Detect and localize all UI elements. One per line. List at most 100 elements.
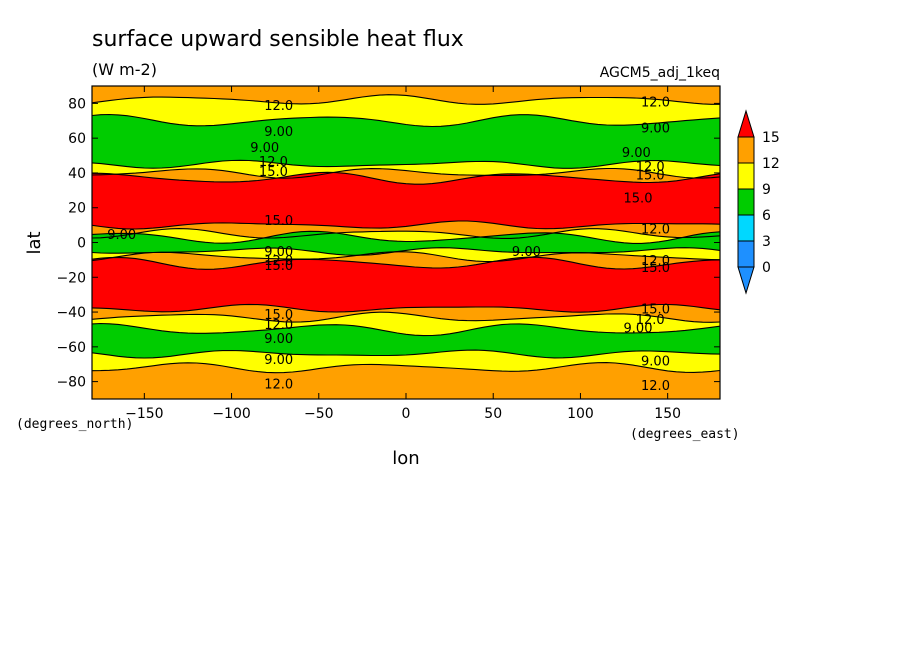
contour-band-9 <box>92 350 720 373</box>
y-tick-label: 0 <box>77 236 86 252</box>
contour-label: 9.00 <box>641 355 670 370</box>
contour-label: 9.00 <box>622 146 651 161</box>
x-tick-label: 150 <box>654 406 681 422</box>
contour-line <box>92 228 720 239</box>
contour-label: 12.0 <box>636 160 665 175</box>
x-tick-label: 100 <box>567 406 594 422</box>
contour-line <box>92 171 720 185</box>
colorbar-label: 12 <box>762 156 780 172</box>
colorbar-segment <box>737 136 755 164</box>
contour-line <box>92 220 720 230</box>
chart-units: (W m-2) <box>92 60 157 79</box>
contour-label: 9.00 <box>107 228 136 243</box>
contour-label: 9.00 <box>250 141 279 156</box>
contour-label: 12.0 <box>641 254 670 269</box>
contour-label: 12.0 <box>641 379 670 394</box>
x-units-label: (degrees_east) <box>630 427 740 442</box>
y-units-label: (degrees_north) <box>16 417 133 432</box>
contour-label: 15.0 <box>641 261 670 276</box>
x-tick-label: 50 <box>484 406 502 422</box>
colorbar: 15 12 9 6 3 0 <box>737 109 780 295</box>
contour-band-9 <box>92 160 720 179</box>
contour-band-12 <box>92 251 720 270</box>
contour-label: 9.00 <box>264 332 293 347</box>
contour-band-12 <box>92 221 720 239</box>
colorbar-segment <box>737 188 755 216</box>
colorbar-segment <box>737 162 755 190</box>
contour-band-12 <box>92 362 720 399</box>
contour-label: 9.00 <box>264 125 293 140</box>
contour-line <box>92 251 720 263</box>
contour-line <box>92 94 720 105</box>
y-axis-ticks: −80 −60 −40 −20 0 20 40 60 80 <box>56 96 720 391</box>
contour-label: 15.0 <box>264 308 293 323</box>
contour-label: 15.0 <box>259 165 288 180</box>
contour-label: 15.0 <box>264 259 293 274</box>
contour-label: 9.00 <box>264 245 293 260</box>
contour-line <box>92 349 720 359</box>
colorbar-label: 15 <box>762 130 780 146</box>
contour-label: 9.00 <box>264 353 293 368</box>
contour-line <box>92 256 720 270</box>
contour-label: 12.0 <box>636 313 665 328</box>
x-tick-label: 0 <box>402 406 411 422</box>
y-tick-label: 60 <box>68 131 86 147</box>
contour-label: 12.0 <box>641 223 670 238</box>
y-tick-label: −20 <box>56 270 86 286</box>
x-axis-ticks: −150 −100 −50 0 50 100 150 <box>125 86 681 422</box>
contour-band-9 <box>92 228 720 244</box>
contour-label: 9.00 <box>512 245 541 260</box>
contour-label: 12.0 <box>641 96 670 111</box>
contour-line <box>92 303 720 313</box>
contour-label: 15.0 <box>636 169 665 184</box>
contour-label: 12.0 <box>264 318 293 333</box>
colorbar-label: 3 <box>762 234 771 250</box>
contour-band-9 <box>92 94 720 127</box>
chart-title: surface upward sensible heat flux <box>92 27 464 52</box>
contour-lines <box>92 94 720 374</box>
contour-line <box>92 113 720 128</box>
x-tick-label: −50 <box>304 406 334 422</box>
colorbar-label: 0 <box>762 260 771 276</box>
y-tick-label: −60 <box>56 340 86 356</box>
contour-label: 12.0 <box>264 377 293 392</box>
contour-line <box>92 167 720 179</box>
contour-band-6 <box>92 323 720 358</box>
colorbar-segment <box>737 240 755 268</box>
contour-band-15 <box>92 257 720 313</box>
y-tick-label: 20 <box>68 201 86 217</box>
contour-band-9 <box>92 247 720 262</box>
colorbar-segment <box>737 214 755 242</box>
contour-label: 12.0 <box>264 99 293 114</box>
contour-band-15 <box>92 172 720 229</box>
run-label: AGCM5_adj_1keq <box>600 65 720 81</box>
contour-label: 12.0 <box>259 155 288 170</box>
contour-label: 12.0 <box>264 254 293 269</box>
x-tick-label: −150 <box>125 406 163 422</box>
y-tick-label: 80 <box>68 96 86 112</box>
contour-label: 15.0 <box>641 303 670 318</box>
colorbar-label: 6 <box>762 208 771 224</box>
contour-line <box>92 362 720 374</box>
contour-band-6 <box>92 114 720 169</box>
contour-band-6 <box>92 231 720 256</box>
contour-line <box>92 159 720 169</box>
x-tick-label: −100 <box>212 406 250 422</box>
y-tick-label: −40 <box>56 305 86 321</box>
contour-line <box>92 247 720 256</box>
x-axis-label: lon <box>392 448 419 469</box>
colorbar-label: 9 <box>762 182 771 198</box>
contour-label: 15.0 <box>624 191 653 206</box>
contour-label: 9.00 <box>641 122 670 137</box>
y-tick-label: −80 <box>56 375 86 391</box>
contour-line <box>92 311 720 323</box>
filled-contour-bands <box>92 86 720 399</box>
contour-line <box>92 230 720 244</box>
contour-line <box>92 322 720 337</box>
colorbar-max-arrow <box>737 109 755 138</box>
contour-label: 15.0 <box>264 214 293 229</box>
y-axis-label: lat <box>24 231 45 254</box>
